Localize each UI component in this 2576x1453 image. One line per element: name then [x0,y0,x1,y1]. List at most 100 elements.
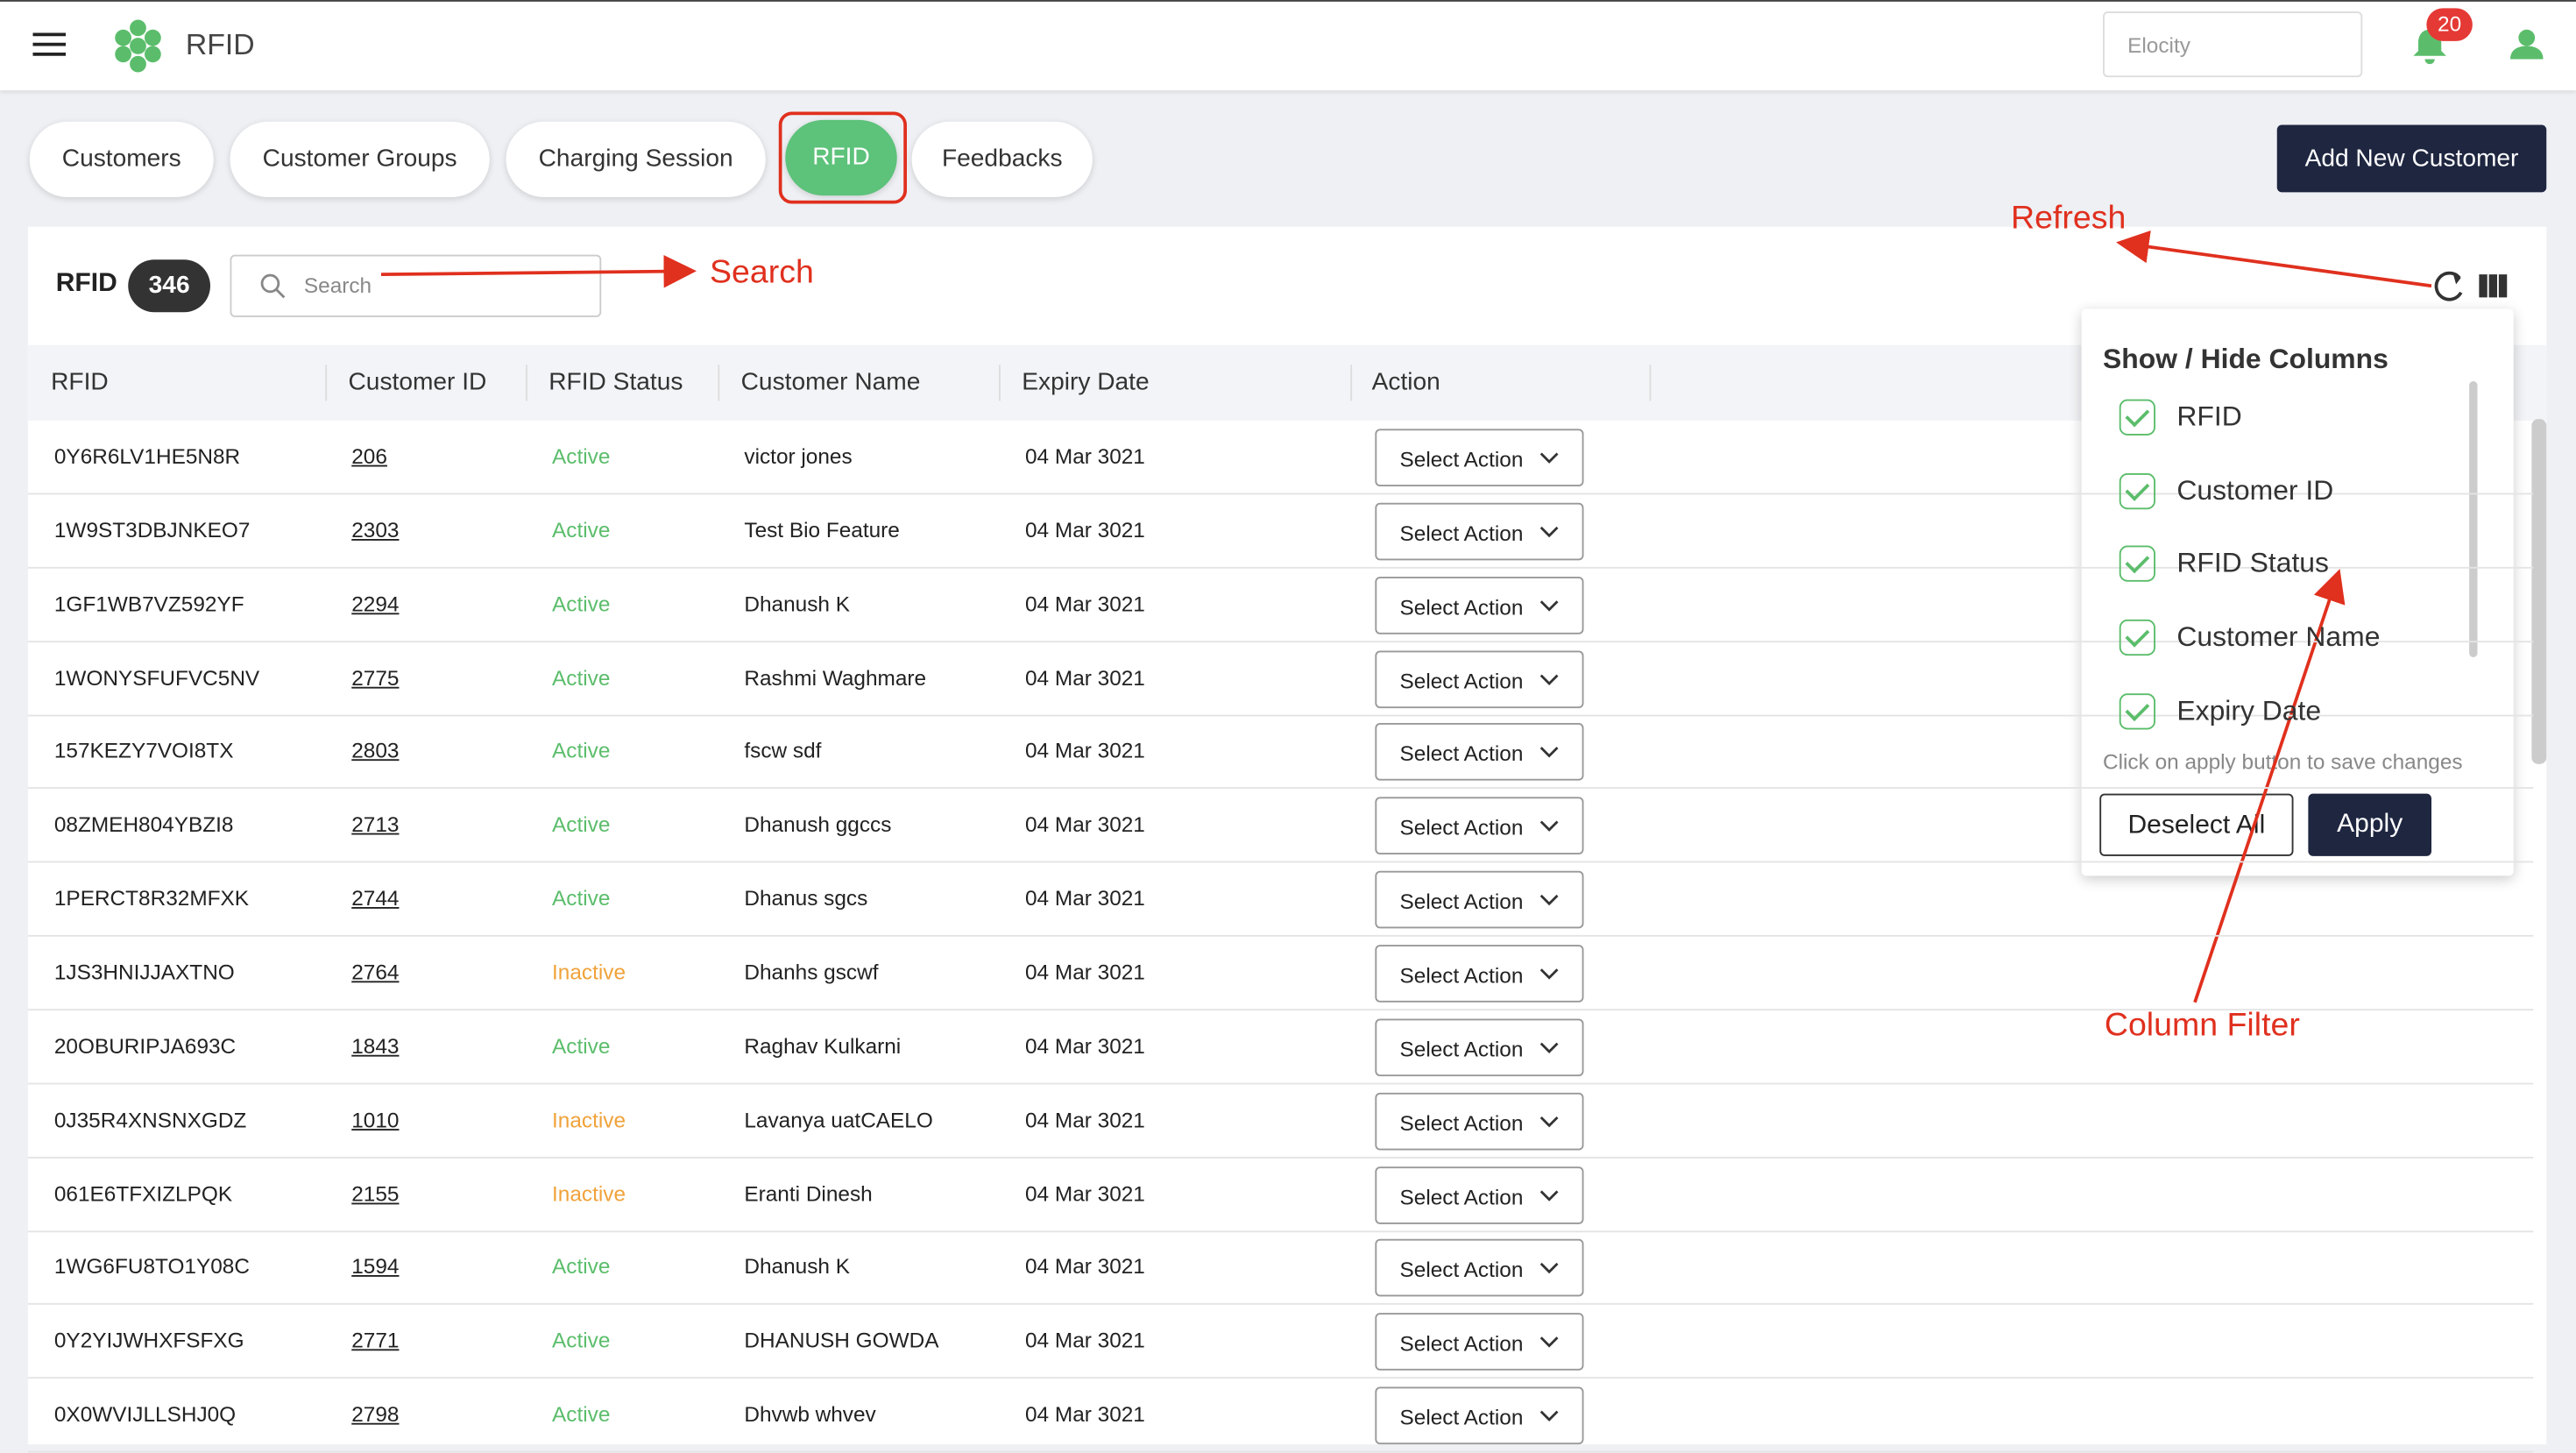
cell: Lavanya uatCAELO [744,1107,933,1132]
chevron [1539,526,1559,537]
row-divider [27,1303,2534,1306]
cell: 1GF1WB7VZ592YF [53,591,244,616]
tab-active[interactable]: RFID [785,119,897,196]
cell: 04 Mar 3021 [1025,812,1145,837]
cell: Dhanush K [744,1254,850,1279]
notification-badge: 20 [2426,8,2473,41]
select-action[interactable]: Select Action [1375,1092,1584,1150]
toolbar-icons[interactable] [2431,268,2514,304]
cell: Inactive [552,959,626,985]
select-action[interactable]: Select Action [1375,429,1584,486]
scrollbar [2531,419,2547,764]
tab[interactable]: Feedbacks [911,121,1093,197]
row-divider [27,640,2534,642]
cell: 0Y2YIJWHXFSFXG [53,1328,244,1353]
cell[interactable]: 2798 [351,1401,400,1427]
row-divider [27,1156,2534,1159]
cell: 04 Mar 3021 [1025,738,1145,763]
tab[interactable]: Customer Groups [230,121,490,197]
column-header: RFID Status [548,368,683,396]
row-divider [27,1082,2534,1085]
cell: DHANUSH GOWDA [744,1328,939,1353]
cell: 1WONYSFUFVC5NV [53,664,260,690]
user-icon[interactable] [2510,28,2544,61]
panel-scrollbar [2469,381,2478,657]
row-divider [27,713,2534,716]
select-action[interactable]: Select Action [1375,723,1584,782]
checkbox[interactable] [2119,693,2155,730]
column-header: Customer ID [348,368,487,396]
menu-icon[interactable] [32,32,67,58]
cell: 1JS3HNIJJAXTNO [53,959,235,985]
select-action[interactable]: Select Action [1375,649,1584,708]
cell[interactable]: 2775 [351,664,400,690]
row-divider [27,493,2534,495]
cell: Test Bio Feature [744,517,900,542]
cell[interactable]: 2294 [351,591,400,616]
cell: Active [552,1328,611,1353]
cell: 0X0WVIJLLSHJ0Q [53,1401,237,1427]
cell[interactable]: 1010 [351,1107,400,1132]
select-action[interactable]: Select Action [1375,797,1584,855]
chevron [1539,747,1559,759]
cell: Active [552,591,611,616]
select-action[interactable]: Select Action [1375,576,1584,634]
cell[interactable]: 2744 [351,885,400,911]
cell: 04 Mar 3021 [1025,591,1145,616]
cell[interactable]: 206 [351,443,387,469]
column-option: Customer Name [2176,620,2381,653]
chevron [1539,1336,1559,1348]
select-action[interactable]: Select Action [1375,1239,1584,1298]
select-action[interactable]: Select Action [1375,1018,1584,1076]
cell[interactable]: 2764 [351,959,400,985]
cell: 1WG6FU8TO1Y08C [53,1254,250,1279]
cell: 04 Mar 3021 [1025,1328,1145,1353]
count-badge: 346 [128,259,210,313]
cell[interactable]: 1594 [351,1254,400,1279]
select-action[interactable]: Select Action [1375,1313,1584,1371]
select-action[interactable]: Select Action [1375,870,1584,929]
checkbox[interactable] [2119,399,2155,436]
cell: Active [552,812,611,837]
cell[interactable]: 2303 [351,517,400,542]
cell: 04 Mar 3021 [1025,664,1145,690]
checkbox[interactable] [2119,619,2155,656]
cell[interactable]: 2771 [351,1328,400,1353]
cell[interactable]: 2155 [351,1180,400,1206]
row-divider [27,1450,2534,1453]
select-action[interactable]: Select Action [1375,1166,1584,1223]
cell[interactable]: 1843 [351,1032,400,1059]
select-action[interactable]: Select Action [1375,945,1584,1003]
row-divider [27,1230,2534,1232]
chevron [1539,895,1559,906]
annotation: Search [710,254,814,291]
row-divider [27,1009,2534,1011]
chevron [1539,599,1559,612]
panel-note: Click on apply button to save changes [2103,749,2463,775]
cell[interactable]: 2803 [351,738,400,763]
select-action[interactable]: Select Action [1375,1386,1584,1445]
cell: Dhanhs gscwf [744,959,879,985]
chevron [1539,452,1559,464]
cell: 061E6TFXIZLPQK [53,1180,233,1206]
column-separator [718,365,720,401]
column-header: Action [1371,368,1440,396]
cell[interactable]: 2713 [351,812,400,837]
select-action[interactable]: Select Action [1375,502,1584,561]
checkbox[interactable] [2119,545,2155,582]
search-box[interactable] [230,254,602,317]
tab[interactable]: Charging Session [506,121,766,197]
column-header: RFID [51,368,109,396]
cell: Dhvwb whvev [744,1401,876,1427]
add-button[interactable]: Add New Customer [2276,124,2547,193]
annotation: Refresh [2011,200,2127,237]
apply-button[interactable]: Apply [2308,793,2431,856]
cell: Active [552,664,611,690]
org-select[interactable]: Elocity [2103,11,2363,78]
cell: Eranti Dinesh [744,1180,873,1206]
column-separator [1350,365,1353,401]
deselect-button[interactable]: Deselect All [2099,793,2294,856]
tab[interactable]: Customers [29,121,214,197]
checkbox[interactable] [2119,473,2155,510]
